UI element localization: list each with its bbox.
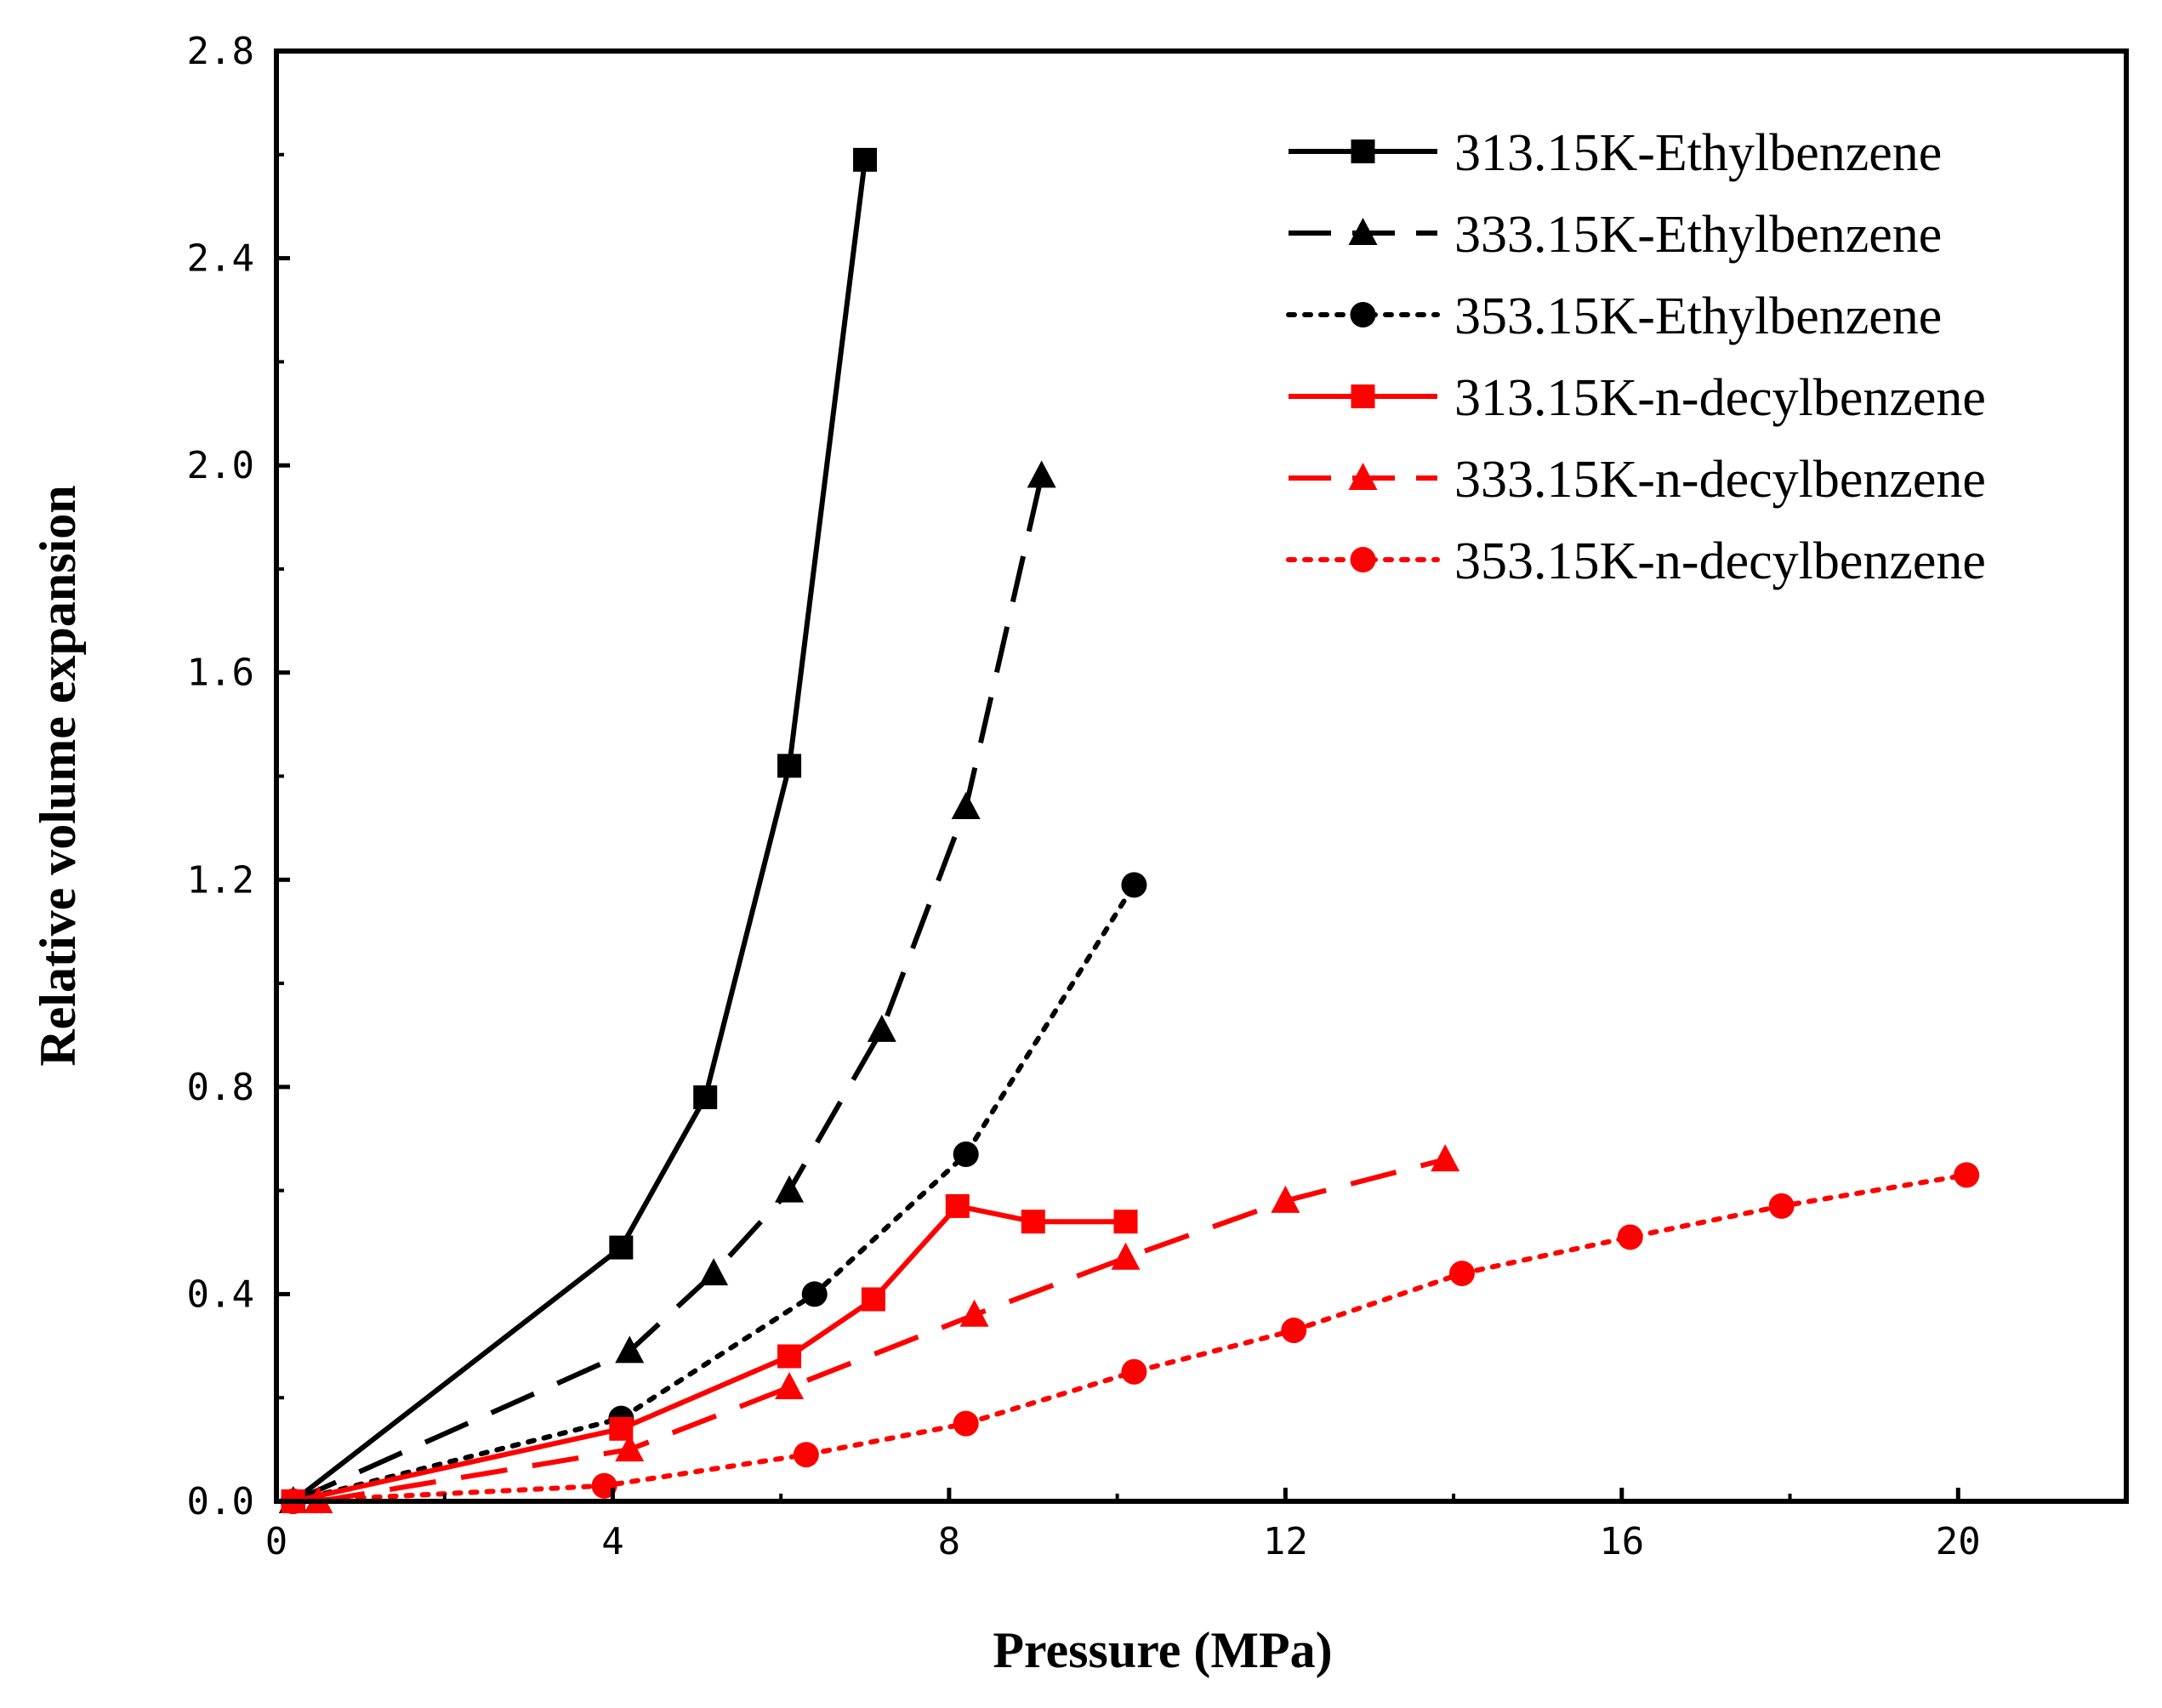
data-point bbox=[615, 1434, 645, 1462]
data-point bbox=[1111, 1242, 1141, 1270]
data-point bbox=[793, 1442, 819, 1468]
data-point bbox=[1954, 1162, 1980, 1188]
data-point bbox=[777, 754, 802, 778]
data-point bbox=[953, 1410, 979, 1437]
data-point bbox=[1121, 872, 1147, 898]
legend-swatch-marker bbox=[1350, 302, 1376, 327]
data-point bbox=[861, 1287, 885, 1312]
data-point bbox=[775, 1175, 805, 1203]
data-point bbox=[1281, 1318, 1307, 1344]
data-point bbox=[1021, 1210, 1045, 1234]
x-tick-label: 8 bbox=[938, 1520, 961, 1563]
x-tick-label: 16 bbox=[1599, 1520, 1644, 1563]
data-point bbox=[1431, 1144, 1460, 1172]
legend-swatch-marker bbox=[1350, 547, 1376, 572]
data-point bbox=[699, 1258, 729, 1286]
legend-swatch-marker bbox=[1348, 218, 1378, 245]
x-tick-label: 20 bbox=[1936, 1520, 1981, 1563]
legend-entry: 313.15K-n-decylbenzene bbox=[1289, 369, 1986, 427]
y-tick-label: 0.8 bbox=[187, 1066, 254, 1109]
axes-layer: 0 4 8 12 16 20 0.0 0.4 0.8 1.2 1.6 2.0 2.4 2.8 bbox=[187, 30, 2129, 1563]
y-tick-label: 2.0 bbox=[187, 444, 254, 487]
data-point bbox=[1027, 460, 1056, 488]
y-tick-label: 0.4 bbox=[187, 1272, 254, 1316]
data-point bbox=[953, 1142, 979, 1168]
data-point bbox=[1617, 1224, 1643, 1250]
data-point bbox=[867, 1014, 896, 1042]
data-point bbox=[777, 1344, 802, 1369]
legend-label: 353.15K-n-decylbenzene bbox=[1454, 532, 1986, 590]
legend-swatch-marker bbox=[1351, 384, 1375, 408]
legend-entry: 353.15K-Ethylbenzene bbox=[1286, 288, 1942, 345]
x-tick-label: 12 bbox=[1263, 1520, 1308, 1563]
data-point bbox=[1121, 1358, 1147, 1385]
data-point bbox=[945, 1193, 970, 1218]
series-line bbox=[290, 1172, 1970, 1504]
data-point bbox=[801, 1281, 828, 1307]
legend-entry: 333.15K-n-decylbenzene bbox=[1289, 451, 1986, 509]
data-point bbox=[853, 147, 878, 172]
data-point bbox=[1768, 1193, 1795, 1219]
y-tick-label: 1.2 bbox=[187, 858, 254, 902]
legend: 313.15K-Ethylbenzene 333.15K-Ethylbenzene… bbox=[1286, 124, 1986, 590]
legend-swatch-marker bbox=[1348, 463, 1378, 490]
y-axis-title: Relative volume expansion bbox=[30, 485, 86, 1066]
series-layer bbox=[278, 147, 1980, 1514]
legend-entry: 333.15K-Ethylbenzene bbox=[1289, 206, 1942, 264]
data-point bbox=[959, 1299, 989, 1327]
data-point bbox=[609, 1235, 634, 1260]
y-tick-label: 0.0 bbox=[187, 1480, 254, 1523]
y-tick-label: 2.8 bbox=[187, 30, 254, 73]
legend-label: 313.15K-Ethylbenzene bbox=[1454, 124, 1942, 182]
data-point bbox=[1113, 1210, 1138, 1234]
y-tick-label: 1.6 bbox=[187, 652, 254, 695]
data-point bbox=[615, 1335, 645, 1364]
legend-label: 333.15K-Ethylbenzene bbox=[1454, 206, 1942, 264]
y-tick-label: 2.4 bbox=[187, 237, 254, 281]
data-point bbox=[693, 1085, 718, 1110]
data-point bbox=[1271, 1185, 1300, 1213]
x-tick-label: 4 bbox=[601, 1520, 624, 1563]
legend-label: 333.15K-n-decylbenzene bbox=[1454, 451, 1986, 509]
data-point bbox=[1448, 1261, 1475, 1287]
data-point bbox=[775, 1372, 805, 1400]
legend-entry: 353.15K-n-decylbenzene bbox=[1286, 532, 1986, 590]
legend-label: 353.15K-Ethylbenzene bbox=[1454, 288, 1942, 345]
legend-label: 313.15K-n-decylbenzene bbox=[1454, 369, 1986, 427]
series-5 bbox=[304, 1144, 1460, 1513]
x-tick-label: 0 bbox=[265, 1520, 288, 1563]
data-point bbox=[951, 792, 981, 820]
x-axis-title: Pressure (MPa) bbox=[993, 1622, 1332, 1678]
legend-swatch-marker bbox=[1351, 139, 1375, 163]
legend-entry: 313.15K-Ethylbenzene bbox=[1289, 124, 1942, 182]
